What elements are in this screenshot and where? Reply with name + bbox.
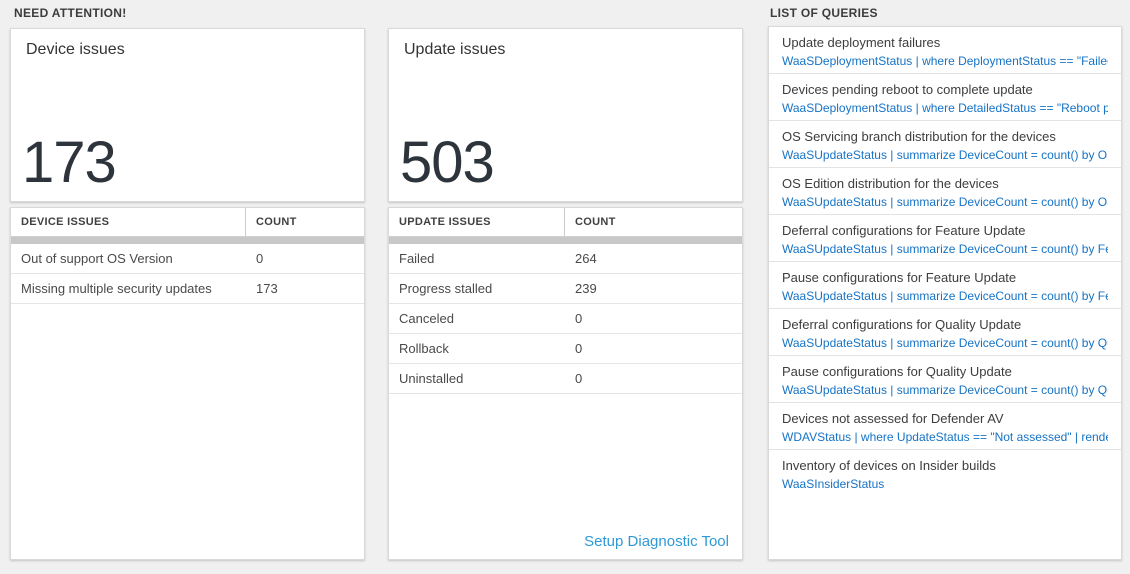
setup-diagnostic-tool-link[interactable]: Setup Diagnostic Tool	[584, 533, 729, 550]
query-text: WDAVStatus | where UpdateStatus == "Not …	[782, 430, 1108, 444]
table-scroll-indicator	[389, 237, 742, 244]
query-item[interactable]: Update deployment failures WaaSDeploymen…	[769, 27, 1121, 74]
row-label: Rollback	[399, 341, 449, 356]
device-issues-tile[interactable]: Device issues 173	[10, 28, 365, 202]
query-text: WaaSUpdateStatus | summarize DeviceCount…	[782, 336, 1108, 350]
query-title: Deferral configurations for Quality Upda…	[782, 317, 1022, 332]
row-label: Uninstalled	[399, 371, 464, 386]
query-title: Inventory of devices on Insider builds	[782, 458, 996, 473]
table-row[interactable]: Uninstalled 0	[389, 364, 742, 394]
query-text: WaaSUpdateStatus | summarize DeviceCount…	[782, 242, 1108, 256]
update-issues-table: UPDATE ISSUES COUNT Failed 264 Progress …	[388, 207, 743, 560]
table-row[interactable]: Rollback 0	[389, 334, 742, 364]
query-title: Devices not assessed for Defender AV	[782, 411, 1004, 426]
query-item[interactable]: Pause configurations for Feature Update …	[769, 262, 1121, 309]
need-attention-section-title: NEED ATTENTION!	[14, 6, 127, 20]
device-issues-tile-title: Device issues	[26, 41, 125, 58]
row-label: Canceled	[399, 311, 454, 326]
device-issues-table: DEVICE ISSUES COUNT Out of support OS Ve…	[10, 207, 365, 560]
row-label: Missing multiple security updates	[21, 281, 212, 296]
query-text: WaaSDeploymentStatus | where DetailedSta…	[782, 101, 1108, 115]
query-title: Update deployment failures	[782, 35, 941, 50]
query-item[interactable]: OS Servicing branch distribution for the…	[769, 121, 1121, 168]
update-issues-count: 503	[400, 130, 495, 196]
query-title: Pause configurations for Feature Update	[782, 270, 1017, 285]
update-issues-header-count: COUNT	[575, 216, 616, 228]
table-row[interactable]: Failed 264	[389, 244, 742, 274]
query-item[interactable]: Inventory of devices on Insider builds W…	[769, 450, 1121, 497]
row-label: Out of support OS Version	[21, 251, 173, 266]
query-text: WaaSUpdateStatus | summarize DeviceCount…	[782, 195, 1108, 209]
device-issues-header-label: DEVICE ISSUES	[11, 208, 246, 236]
query-text: WaaSUpdateStatus | summarize DeviceCount…	[782, 148, 1108, 162]
row-value: 0	[256, 251, 264, 266]
query-title: OS Edition distribution for the devices	[782, 176, 999, 191]
table-row[interactable]: Missing multiple security updates 173	[11, 274, 364, 304]
row-value: 0	[575, 311, 583, 326]
query-title: Deferral configurations for Feature Upda…	[782, 223, 1026, 238]
row-value: 239	[575, 281, 597, 296]
row-label: Progress stalled	[399, 281, 493, 296]
row-value: 0	[575, 341, 583, 356]
query-text: WaaSUpdateStatus | summarize DeviceCount…	[782, 289, 1108, 303]
row-label: Failed	[399, 251, 435, 266]
table-row[interactable]: Out of support OS Version 0	[11, 244, 364, 274]
query-text: WaaSInsiderStatus	[782, 477, 885, 491]
query-title: OS Servicing branch distribution for the…	[782, 129, 1056, 144]
query-item[interactable]: Pause configurations for Quality Update …	[769, 356, 1121, 403]
row-value: 0	[575, 371, 583, 386]
query-item[interactable]: Deferral configurations for Feature Upda…	[769, 215, 1121, 262]
query-text: WaaSUpdateStatus | summarize DeviceCount…	[782, 383, 1108, 397]
device-issues-header-count: COUNT	[256, 216, 297, 228]
device-issues-table-header: DEVICE ISSUES COUNT	[11, 208, 364, 237]
row-value: 264	[575, 251, 597, 266]
query-item[interactable]: Devices not assessed for Defender AV WDA…	[769, 403, 1121, 450]
table-scroll-indicator	[11, 237, 364, 244]
query-item[interactable]: OS Edition distribution for the devices …	[769, 168, 1121, 215]
query-text: WaaSDeploymentStatus | where DeploymentS…	[782, 54, 1108, 68]
query-title: Devices pending reboot to complete updat…	[782, 82, 1033, 97]
query-item[interactable]: Devices pending reboot to complete updat…	[769, 74, 1121, 121]
update-issues-header-label: UPDATE ISSUES	[389, 208, 565, 236]
list-of-queries-section-title: LIST OF QUERIES	[770, 6, 878, 20]
update-issues-table-header: UPDATE ISSUES COUNT	[389, 208, 742, 237]
update-issues-tile[interactable]: Update issues 503	[388, 28, 743, 202]
list-of-queries-panel: Update deployment failures WaaSDeploymen…	[768, 26, 1122, 560]
query-item[interactable]: Deferral configurations for Quality Upda…	[769, 309, 1121, 356]
update-issues-tile-title: Update issues	[404, 41, 506, 58]
query-title: Pause configurations for Quality Update	[782, 364, 1012, 379]
device-issues-count: 173	[22, 130, 117, 196]
table-row[interactable]: Canceled 0	[389, 304, 742, 334]
row-value: 173	[256, 281, 278, 296]
table-row[interactable]: Progress stalled 239	[389, 274, 742, 304]
